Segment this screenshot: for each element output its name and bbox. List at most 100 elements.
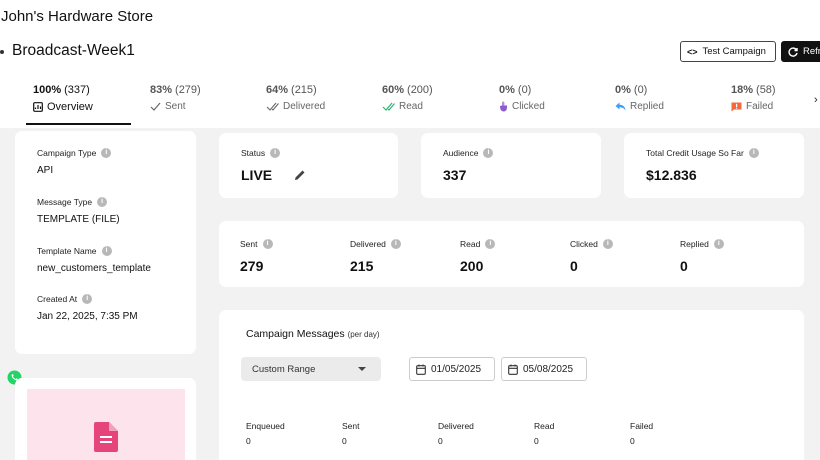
column-header: Failed (630, 421, 654, 431)
message-type-label: Message Type (37, 197, 93, 207)
info-icon[interactable]: i (713, 239, 724, 249)
edit-icon[interactable] (294, 169, 306, 181)
broadcast-title: Broadcast-Week1 (12, 42, 135, 59)
stat-label: Read (460, 239, 481, 249)
refresh-label: Refr (803, 46, 820, 57)
start-date-input[interactable]: 01/05/2025 (409, 357, 495, 381)
overview-icon (33, 102, 43, 112)
template-name-value: new_customers_template (37, 263, 151, 274)
audience-card: Audience i 337 (421, 133, 601, 198)
stat-label: Replied (680, 239, 709, 249)
tab-count: (200) (407, 84, 433, 96)
campaign-details-card: Campaign Type i API Message Type i TEMPLAT… (15, 131, 196, 354)
credit-usage-card: Total Credit Usage So Far i $12.836 (624, 133, 804, 198)
test-campaign-button[interactable]: <> Test Campaign (680, 41, 776, 62)
column-header: Read (534, 421, 555, 431)
column-value: 0 (534, 436, 539, 446)
info-icon[interactable]: i (101, 246, 112, 256)
calendar-icon (416, 364, 426, 375)
column-value: 0 (342, 436, 347, 446)
stat-value: 0 (570, 258, 578, 274)
tab-label: Clicked (512, 101, 545, 112)
template-preview-card (15, 378, 196, 460)
stat-clicked: Clicked i 0 (570, 239, 613, 274)
tab-count: (0) (517, 84, 532, 96)
tab-percent: 60% (382, 84, 405, 96)
tab-overview[interactable]: 100% (337) Overview (33, 84, 93, 126)
double-check-icon (266, 102, 279, 111)
calendar-icon (508, 364, 518, 375)
end-date-input[interactable]: 05/08/2025 (501, 357, 587, 381)
info-icon[interactable]: i (748, 148, 759, 158)
refresh-button[interactable]: Refr (781, 41, 820, 62)
tab-label: Read (399, 101, 423, 112)
tab-percent: 83% (150, 84, 173, 96)
messages-title-suffix: (per day) (347, 330, 380, 339)
tab-clicked[interactable]: 0% (0) Clicked (499, 84, 545, 126)
column-header: Sent (342, 421, 360, 431)
file-preview[interactable] (27, 389, 185, 460)
stat-read: Read i 200 (460, 239, 496, 274)
info-icon[interactable]: i (483, 148, 494, 158)
messages-col-read: Read 0 (534, 421, 554, 446)
stat-replied: Replied i 0 (680, 239, 724, 274)
column-header: Enqueued (246, 421, 285, 431)
stat-value: 0 (680, 258, 688, 274)
tab-label: Delivered (283, 101, 326, 112)
column-value: 0 (438, 436, 443, 446)
tab-sent[interactable]: 83% (279) Sent (150, 84, 201, 126)
stat-delivered: Delivered i 215 (350, 239, 401, 274)
stat-label: Clicked (570, 239, 598, 249)
tab-label: Replied (630, 101, 664, 112)
tabs-scroll-right-icon[interactable]: › (814, 94, 818, 106)
reply-icon (615, 102, 626, 111)
end-date-value: 05/08/2025 (523, 363, 574, 375)
date-range-select[interactable]: Custom Range (241, 357, 381, 381)
campaign-messages-title: Campaign Messages (per day) (246, 328, 380, 340)
check-icon (150, 102, 161, 111)
double-check-green-icon (382, 102, 395, 111)
created-at-value: Jan 22, 2025, 7:35 PM (37, 311, 138, 322)
tab-count: (0) (633, 84, 648, 96)
info-icon[interactable]: i (390, 239, 401, 249)
tab-delivered[interactable]: 64% (215) Delivered (266, 84, 325, 126)
tab-count: (337) (64, 84, 90, 96)
tab-count: (215) (291, 84, 317, 96)
tab-replied[interactable]: 0% (0) Replied (615, 84, 664, 126)
message-type-value: TEMPLATE (FILE) (37, 214, 120, 225)
campaign-type-value: API (37, 165, 54, 176)
tab-count: (58) (756, 84, 776, 96)
tab-label: Sent (165, 101, 186, 112)
info-icon[interactable]: i (270, 148, 281, 158)
column-header: Delivered (438, 421, 474, 431)
stat-label: Delivered (350, 239, 386, 249)
info-icon[interactable]: i (101, 148, 112, 158)
created-at-label: Created At (37, 294, 78, 304)
back-icon[interactable] (0, 50, 4, 54)
tab-percent: 100% (33, 84, 62, 96)
column-value: 0 (630, 436, 635, 446)
info-icon[interactable]: i (602, 239, 613, 249)
date-range-value: Custom Range (252, 363, 316, 375)
column-value: 0 (246, 436, 251, 446)
info-icon[interactable]: i (97, 197, 108, 207)
tab-failed[interactable]: 18% (58) Failed (731, 84, 776, 126)
tab-percent: 0% (499, 84, 515, 96)
delivery-stats-card: Sent i 279 Delivered i 215 Read i 200 Click… (219, 221, 804, 287)
messages-col-failed: Failed 0 (630, 421, 653, 446)
info-icon[interactable]: i (485, 239, 496, 249)
test-campaign-label: Test Campaign (702, 46, 766, 57)
failed-icon (731, 102, 742, 111)
credit-value: $12.836 (646, 167, 697, 183)
stat-label: Sent (240, 239, 258, 249)
audience-label: Audience (443, 148, 479, 158)
tab-read[interactable]: 60% (200) Read (382, 84, 433, 126)
store-name: John's Hardware Store (1, 8, 154, 25)
stat-value: 200 (460, 258, 484, 274)
info-icon[interactable]: i (82, 294, 93, 304)
info-icon[interactable]: i (262, 239, 273, 249)
caret-down-icon (358, 367, 366, 371)
campaign-type-label: Campaign Type (37, 148, 97, 158)
start-date-value: 01/05/2025 (431, 363, 482, 375)
tab-percent: 64% (266, 84, 289, 96)
